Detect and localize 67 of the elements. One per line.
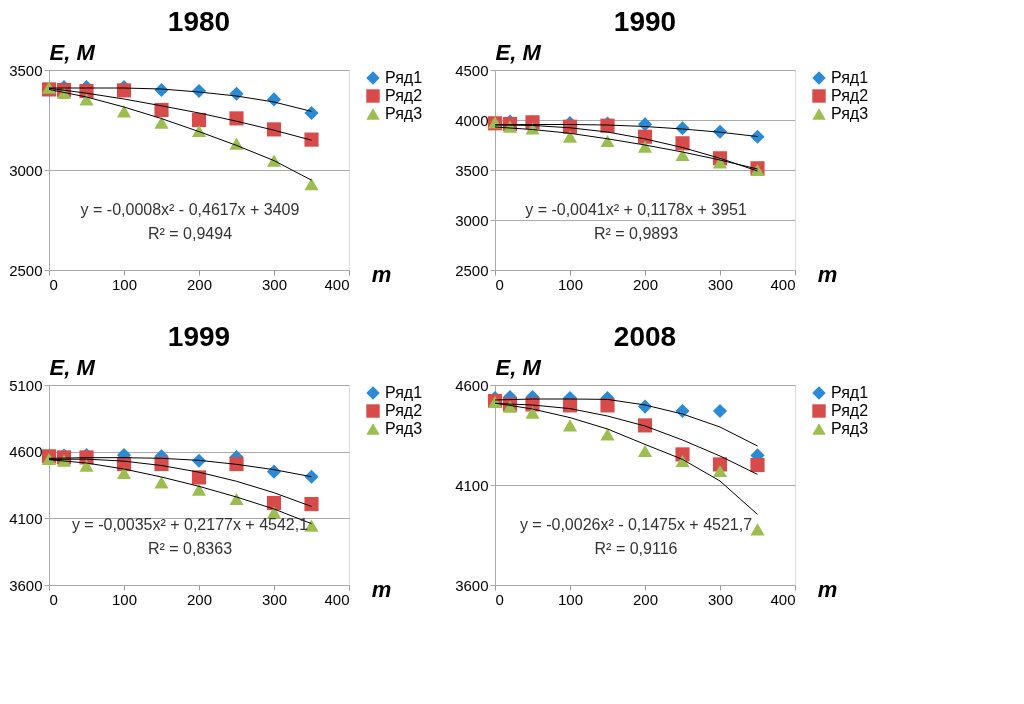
x-axis-title: m	[371, 576, 392, 602]
annotation: y = -0,0035x² + 0,2177x + 4542,1	[71, 516, 309, 533]
chart-title: 2008	[613, 321, 677, 352]
x-axis-title: m	[817, 576, 838, 602]
legend-label: Ряд2	[385, 87, 423, 104]
y-axis-title: E, M	[49, 39, 96, 65]
x-tick-label: 100	[557, 275, 584, 293]
x-tick-label: 200	[632, 275, 659, 293]
legend-label: Ряд2	[831, 87, 869, 104]
y-tick-label: 4000	[455, 111, 489, 129]
annotation: R² = 0,8363	[147, 540, 233, 557]
x-axis-title: m	[371, 261, 392, 287]
y-axis-title: E, M	[49, 354, 96, 380]
x-tick-label: 100	[111, 275, 138, 293]
x-axis-title: m	[817, 261, 838, 287]
y-tick-label: 2500	[9, 261, 43, 279]
y-tick-label: 4100	[455, 476, 489, 494]
x-tick-label: 300	[707, 590, 734, 608]
y-tick-label: 4500	[455, 61, 489, 79]
y-tick-label: 5100	[9, 376, 43, 394]
x-tick-label: 300	[261, 590, 288, 608]
x-tick-label: 200	[186, 275, 213, 293]
y-tick-label: 3500	[9, 61, 43, 79]
legend-label: Ряд2	[385, 402, 423, 419]
y-tick-label: 3000	[455, 211, 489, 229]
legend-label: Ряд3	[831, 420, 869, 437]
y-axis-title: E, M	[495, 354, 542, 380]
x-tick-label: 0	[49, 590, 58, 608]
legend-label: Ряд1	[831, 384, 869, 401]
legend-label: Ряд3	[385, 420, 423, 437]
x-tick-label: 0	[49, 275, 58, 293]
x-tick-label: 0	[495, 590, 504, 608]
x-tick-label: 400	[770, 275, 796, 293]
y-tick-label: 3600	[9, 576, 43, 594]
x-tick-label: 400	[770, 590, 796, 608]
x-tick-label: 300	[261, 275, 288, 293]
legend-label: Ряд3	[831, 105, 869, 122]
y-tick-label: 3600	[455, 576, 489, 594]
y-tick-label: 4100	[9, 509, 43, 527]
y-tick-label: 4600	[9, 443, 43, 461]
x-tick-label: 400	[324, 275, 350, 293]
legend-label: Ряд2	[831, 402, 869, 419]
legend-label: Ряд1	[385, 384, 423, 401]
annotation: y = -0,0008x² - 0,4617x + 3409	[80, 201, 300, 218]
y-tick-label: 2500	[455, 261, 489, 279]
y-tick-label: 3000	[9, 161, 43, 179]
y-tick-label: 3500	[455, 161, 489, 179]
legend-label: Ряд3	[385, 105, 423, 122]
chart-title: 1990	[613, 6, 677, 37]
annotation: R² = 0,9494	[147, 225, 233, 242]
legend-label: Ряд1	[831, 69, 869, 86]
y-axis-title: E, M	[495, 39, 542, 65]
x-tick-label: 100	[557, 590, 584, 608]
chart-title: 1999	[167, 321, 231, 352]
annotation: R² = 0,9893	[593, 225, 679, 242]
legend-label: Ряд1	[385, 69, 423, 86]
annotation: y = -0,0026x² - 0,1475x + 4521,7	[519, 516, 753, 533]
x-tick-label: 200	[186, 590, 213, 608]
y-tick-label: 4600	[455, 376, 489, 394]
chart-title: 1980	[167, 6, 231, 37]
annotation: y = -0,0041x² + 0,1178x + 3951	[525, 201, 747, 218]
x-tick-label: 200	[632, 590, 659, 608]
annotation: R² = 0,9116	[594, 540, 678, 557]
x-tick-label: 100	[111, 590, 138, 608]
x-tick-label: 400	[324, 590, 350, 608]
x-tick-label: 300	[707, 275, 734, 293]
x-tick-label: 0	[495, 275, 504, 293]
